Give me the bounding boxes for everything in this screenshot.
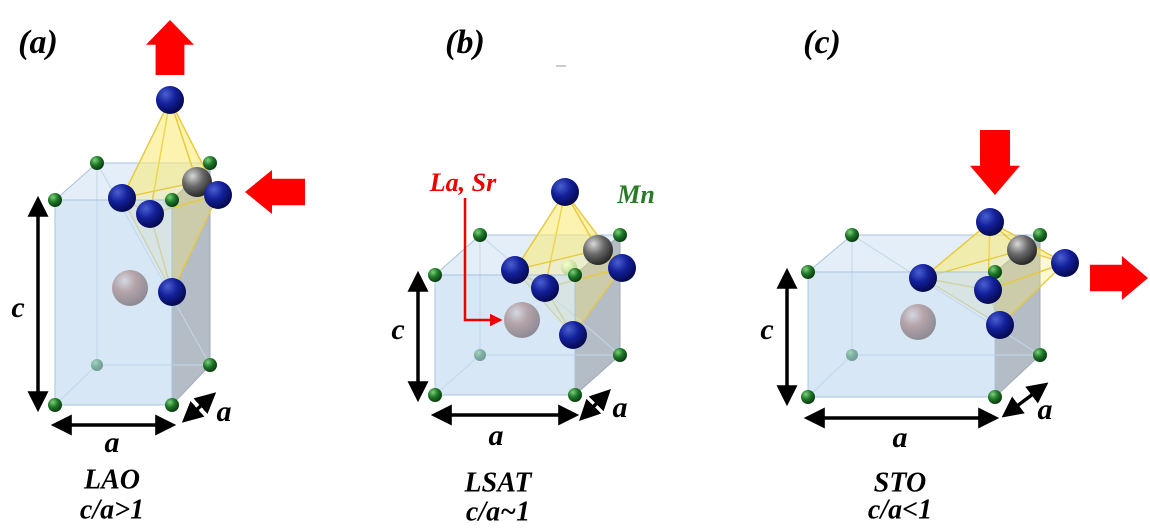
b-site-atom [845, 228, 859, 242]
b-site-atom [568, 268, 582, 282]
oxygen-atom [156, 86, 184, 114]
oxygen-atom [204, 181, 232, 209]
a-label: a [105, 426, 120, 459]
b-site-label: Mn [616, 180, 655, 209]
a-label: a [489, 419, 504, 452]
a-arrow [582, 392, 608, 418]
a-site-label: La, Sr [429, 168, 497, 197]
a-label: a [217, 395, 232, 428]
b-site-atom [801, 265, 815, 279]
oxygen-atom [1007, 235, 1037, 265]
b-site-atom [613, 228, 627, 242]
a-label: a [613, 391, 628, 424]
b-site-atom [1033, 228, 1047, 242]
b-site-atom [613, 348, 627, 362]
b-site-atom [801, 390, 815, 404]
oxygen-atom [531, 274, 559, 302]
oxygen-atom [909, 264, 937, 292]
b-site-atom [90, 156, 104, 170]
c-label: c [760, 313, 773, 346]
oxygen-atom [976, 208, 1004, 236]
strain-arrow [970, 130, 1020, 195]
oxygen-atom [136, 200, 164, 228]
b-site-atom [428, 388, 442, 402]
ratio: c/a~1 [466, 496, 530, 527]
cell-front [808, 272, 995, 397]
substrate: LAO [83, 464, 140, 495]
oxygen-atom [559, 321, 587, 349]
structures [38, 20, 1148, 425]
ratio: c/a>1 [80, 494, 144, 525]
b-site-atom [203, 156, 217, 170]
b-site-atom [473, 228, 487, 242]
b-site-atom [568, 388, 582, 402]
a-label: a [1038, 393, 1053, 426]
substrate: LSAT [464, 467, 534, 498]
figure: (a) c a a LAO c/a>1 (b) c a a LSAT c/a~1… [0, 0, 1150, 530]
a-label: a [893, 421, 908, 454]
ratio: c/a<1 [868, 494, 932, 525]
c-label: c [11, 291, 24, 324]
b-site-atom [988, 390, 1002, 404]
oxygen-atom [158, 278, 186, 306]
oxygen-atom [551, 178, 579, 206]
panel-label: (b) [445, 24, 485, 61]
oxygen-atom [1051, 249, 1079, 277]
b-site-atom [1033, 348, 1047, 362]
oxygen-atom [108, 184, 136, 212]
b-site-atom [428, 268, 442, 282]
oxygen-atom [501, 256, 529, 284]
oxygen-atom [974, 276, 1002, 304]
strain-arrow [245, 170, 305, 214]
strain-arrow [1090, 256, 1148, 300]
b-site-atom [48, 398, 62, 412]
oxygen-atom [608, 254, 636, 282]
panel-label: (c) [803, 24, 841, 61]
b-site-atom [165, 398, 179, 412]
a-arrow [185, 395, 213, 420]
oxygen-atom [583, 235, 613, 265]
strain-arrow [146, 20, 194, 75]
c-label: c [391, 313, 404, 346]
b-site-atom [48, 193, 62, 207]
cell-front [55, 200, 172, 405]
b-site-atom [165, 193, 179, 207]
panel-label: (a) [18, 24, 58, 61]
oxygen-atom [986, 311, 1014, 339]
b-site-atom [203, 358, 217, 372]
